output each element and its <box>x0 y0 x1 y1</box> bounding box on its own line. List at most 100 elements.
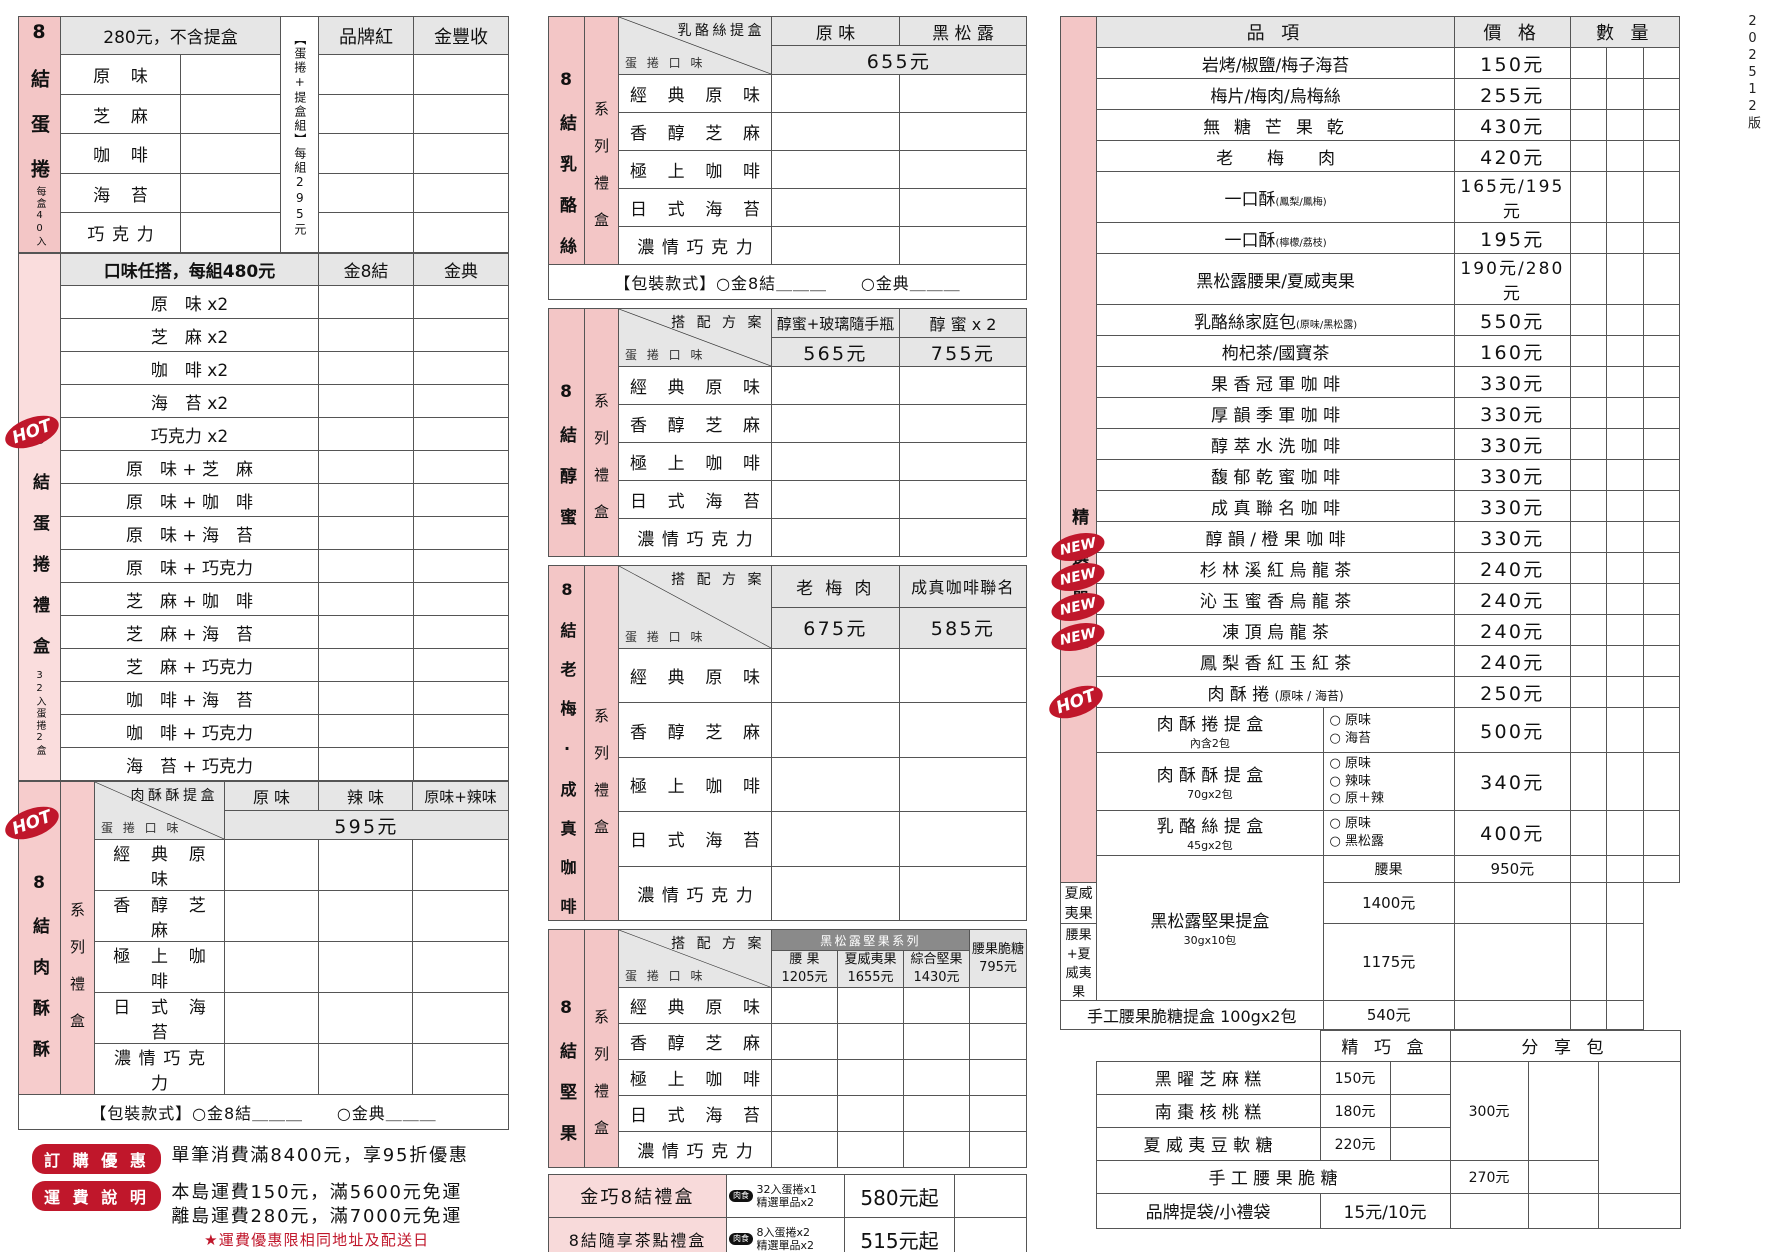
qty-cell[interactable] <box>413 133 510 174</box>
qty-cell[interactable] <box>771 366 900 405</box>
cheese-packaging-row[interactable]: 【包裝款式】○金8結＿＿＿ ○金典＿＿＿ <box>548 264 1027 300</box>
qty-cell[interactable] <box>899 226 1027 265</box>
qty-cell[interactable] <box>1569 809 1608 856</box>
option-choices[interactable]: ○ 原味 ○ 海苔 <box>1322 707 1455 753</box>
qty-cell[interactable] <box>413 615 509 649</box>
qty-cell[interactable] <box>771 188 900 227</box>
qty-cell[interactable] <box>1642 552 1681 584</box>
qty-cell[interactable] <box>1606 583 1644 615</box>
qty-cell[interactable] <box>318 681 414 715</box>
qty-cell[interactable] <box>318 747 414 781</box>
qty-cell[interactable] <box>1642 78 1681 110</box>
qty-cell[interactable] <box>903 1131 970 1169</box>
qty-cell[interactable] <box>179 54 282 95</box>
qty-cell[interactable] <box>318 93 415 135</box>
qty-cell[interactable] <box>318 714 414 748</box>
qty-cell[interactable] <box>771 404 900 443</box>
qty-cell[interactable] <box>1642 521 1681 553</box>
qty-cell[interactable] <box>318 648 414 682</box>
qty-cell[interactable] <box>318 1043 413 1095</box>
qty-cell[interactable] <box>318 54 415 95</box>
qty-cell[interactable] <box>899 702 1027 758</box>
qty-cell[interactable] <box>318 133 415 174</box>
qty-cell[interactable] <box>899 811 1027 867</box>
qty-cell[interactable] <box>1527 1159 1599 1194</box>
qty-cell[interactable] <box>1642 707 1681 753</box>
option-choices[interactable]: ○ 原味 ○ 黑松露 <box>1322 809 1455 856</box>
qty-cell[interactable] <box>413 681 509 715</box>
qty-cell[interactable] <box>899 518 1027 557</box>
qty-cell[interactable] <box>413 582 509 616</box>
qty-cell[interactable] <box>771 74 900 113</box>
qty-cell[interactable] <box>318 549 414 583</box>
qty-cell[interactable] <box>1606 335 1644 367</box>
qty-cell[interactable] <box>224 1043 319 1095</box>
qty-cell[interactable] <box>837 1023 904 1061</box>
qty-cell[interactable] <box>771 756 900 813</box>
option-choice[interactable]: ○ 原＋辣 <box>1329 791 1384 807</box>
qty-cell[interactable] <box>954 1174 1027 1219</box>
qty-cell[interactable] <box>1606 752 1644 811</box>
qty-cell[interactable] <box>1569 253 1608 305</box>
qty-cell[interactable] <box>969 987 1027 1025</box>
qty-cell[interactable] <box>1569 47 1608 79</box>
qty-cell[interactable] <box>1642 109 1681 141</box>
qty-cell[interactable] <box>413 450 509 484</box>
qty-cell[interactable] <box>1569 521 1608 553</box>
qty-cell[interactable] <box>1606 922 1644 1001</box>
qty-cell[interactable] <box>413 285 509 319</box>
option-choice[interactable]: ○ 原味 <box>1329 756 1371 771</box>
qty-cell[interactable] <box>1527 1060 1599 1161</box>
qty-cell[interactable] <box>969 1023 1027 1061</box>
qty-cell[interactable] <box>1569 304 1608 336</box>
qty-cell[interactable] <box>771 150 900 189</box>
qty-cell[interactable] <box>899 366 1027 405</box>
qty-cell[interactable] <box>1569 583 1608 615</box>
qty-cell[interactable] <box>1642 304 1681 336</box>
qty-cell[interactable] <box>1642 428 1681 460</box>
qty-cell[interactable] <box>1606 645 1644 677</box>
qty-cell[interactable] <box>1606 366 1644 398</box>
qty-cell[interactable] <box>771 1059 838 1097</box>
qty-cell[interactable] <box>899 74 1027 113</box>
qty-cell[interactable] <box>413 212 510 253</box>
qty-cell[interactable] <box>318 582 414 616</box>
qty-cell[interactable] <box>771 865 900 922</box>
qty-cell[interactable] <box>899 404 1027 443</box>
qty-cell[interactable] <box>969 1095 1027 1133</box>
qty-cell[interactable] <box>771 442 900 481</box>
qty-cell[interactable] <box>771 647 900 704</box>
qty-cell[interactable] <box>1569 922 1608 1001</box>
qty-cell[interactable] <box>1449 1192 1529 1229</box>
qty-cell[interactable] <box>837 1059 904 1097</box>
qty-cell[interactable] <box>1569 171 1608 223</box>
qty-cell[interactable] <box>1389 1093 1451 1128</box>
qty-cell[interactable] <box>1569 222 1608 254</box>
qty-cell[interactable] <box>1606 222 1644 254</box>
qty-cell[interactable] <box>1642 335 1681 367</box>
qty-cell[interactable] <box>1569 881 1608 924</box>
qty-cell[interactable] <box>224 890 319 942</box>
qty-cell[interactable] <box>771 1095 838 1133</box>
qty-cell[interactable] <box>1642 809 1681 856</box>
qty-cell[interactable] <box>412 839 509 891</box>
qty-cell[interactable] <box>1597 1192 1681 1229</box>
qty-cell[interactable] <box>1606 809 1644 856</box>
qty-cell[interactable] <box>899 150 1027 189</box>
qty-cell[interactable] <box>413 318 509 352</box>
qty-cell[interactable] <box>1569 428 1608 460</box>
qty-cell[interactable] <box>318 318 414 352</box>
pork-packaging-row[interactable]: 【包裝款式】○金8結＿＿＿ ○金典＿＿＿ <box>18 1094 509 1130</box>
qty-cell[interactable] <box>771 811 900 867</box>
option-choice[interactable]: ○ 原味 <box>1329 713 1371 729</box>
qty-cell[interactable] <box>1642 490 1681 522</box>
qty-cell[interactable] <box>1569 140 1608 172</box>
qty-cell[interactable] <box>899 188 1027 227</box>
qty-cell[interactable] <box>1606 397 1644 429</box>
qty-cell[interactable] <box>771 987 838 1025</box>
qty-cell[interactable] <box>318 450 414 484</box>
qty-cell[interactable] <box>413 417 509 451</box>
qty-cell[interactable] <box>1606 881 1644 924</box>
qty-cell[interactable] <box>1389 1126 1451 1161</box>
qty-cell[interactable] <box>1453 922 1571 1001</box>
